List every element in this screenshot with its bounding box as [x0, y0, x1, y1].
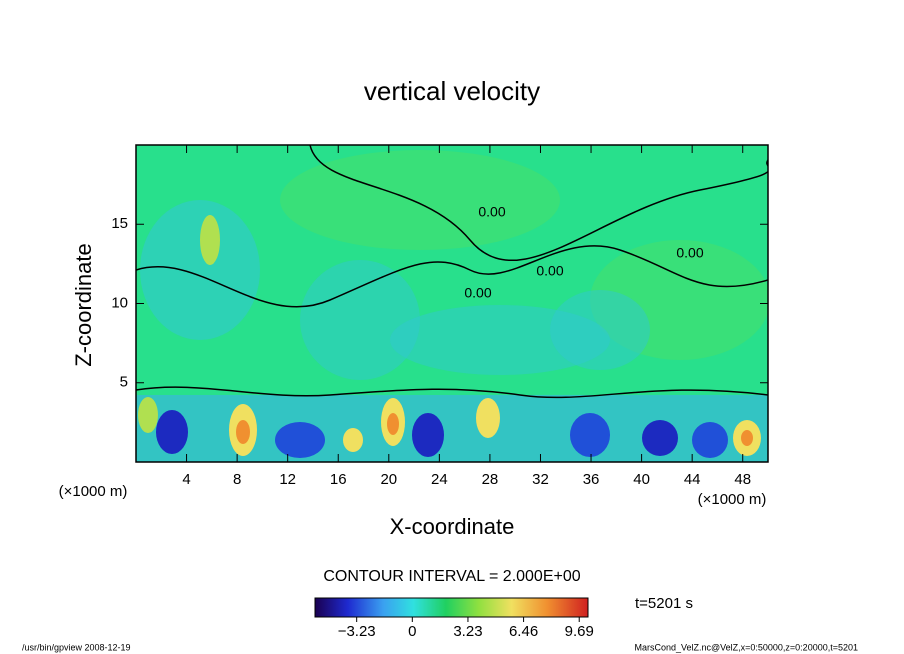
footer-left: /usr/bin/gpview 2008-12-19: [22, 642, 131, 652]
colorbar: [314, 597, 589, 618]
x-tick-label: 32: [532, 471, 549, 488]
x-unit-label: (×1000 m): [59, 483, 128, 500]
y-tick-label: 15: [111, 215, 128, 232]
time-label: t=5201 s: [635, 595, 693, 612]
footer-right: MarsCond_VelZ.nc@VelZ,x=0:50000,z=0:2000…: [634, 642, 858, 652]
contour-label: 0.00: [676, 245, 703, 261]
contour-interval: CONTOUR INTERVAL = 2.000E+00: [323, 568, 580, 585]
x-tick-label: 44: [684, 471, 701, 488]
x-tick-label: 4: [182, 471, 190, 488]
x-tick-label: 8: [233, 471, 241, 488]
colorbar-tick-label: −3.23: [338, 623, 376, 640]
x-unit-label: (×1000 m): [698, 491, 767, 508]
colorbar-tick-label: 9.69: [565, 623, 594, 640]
x-tick-label: 20: [380, 471, 397, 488]
x-tick-label: 36: [583, 471, 600, 488]
x-axis-label: X-coordinate: [390, 514, 515, 539]
x-tick-label: 24: [431, 471, 448, 488]
x-tick-label: 16: [330, 471, 347, 488]
contour-label: 0.00: [536, 263, 563, 279]
contour-label: 0.00: [478, 204, 505, 220]
field: [136, 145, 768, 462]
colorbar-tick-label: 6.46: [509, 623, 538, 640]
x-tick-label: 28: [482, 471, 499, 488]
chart-title: vertical velocity: [364, 76, 540, 106]
contour-label: 0.00: [464, 285, 491, 301]
y-tick-label: 10: [111, 294, 128, 311]
y-axis-label: Z-coordinate: [71, 243, 96, 367]
x-tick-label: 40: [633, 471, 650, 488]
colorbar-tick-label: 0: [408, 623, 416, 640]
y-tick-label: 5: [120, 374, 128, 391]
x-tick-label: 48: [734, 471, 751, 488]
x-tick-label: 12: [279, 471, 296, 488]
colorbar-tick-label: 3.23: [453, 623, 482, 640]
